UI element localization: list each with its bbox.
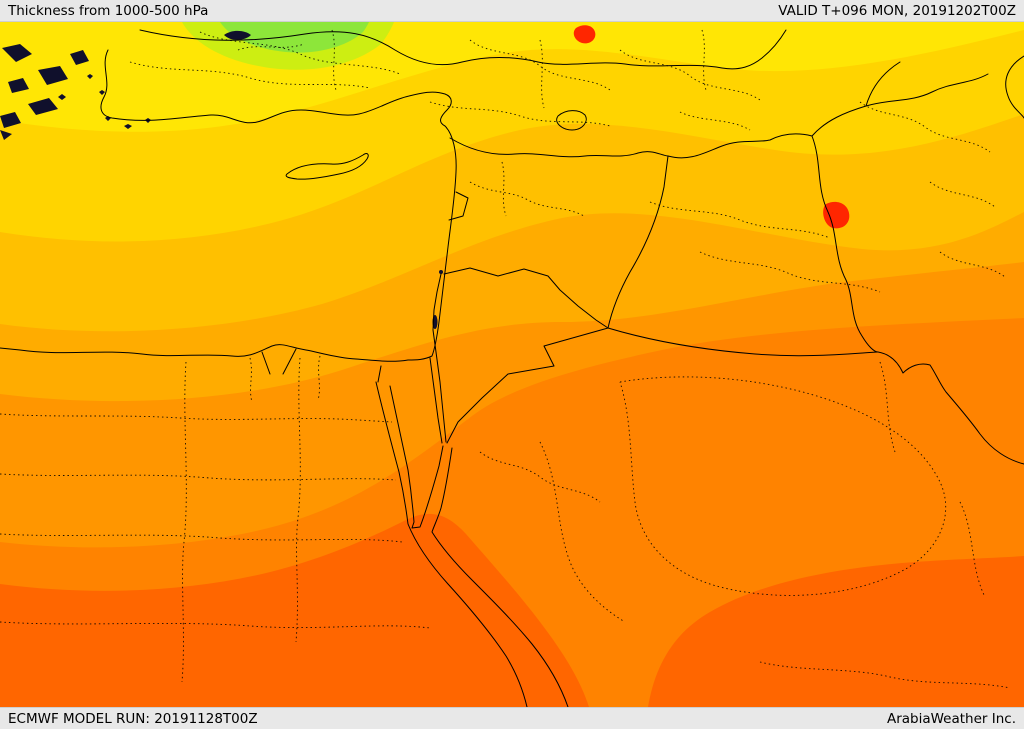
lake-van-outline [556,110,587,131]
header-bar: Thickness from 1000-500 hPa VALID T+096 … [0,0,1024,22]
model-run-label: ECMWF MODEL RUN: 20191128T00Z [8,710,258,727]
nile-delta-branches [261,348,297,375]
border-turkey-syria [449,133,813,159]
red-lakes-group [573,25,850,229]
lake-red-east [823,201,850,229]
map-canvas [0,22,1024,707]
band-red-orange-southeast [648,556,1024,707]
border-jordan-north [443,267,609,329]
admin-boundaries-saudi [479,361,1011,689]
border-jordan-saudi [446,327,609,444]
country-borders-group [0,29,1024,707]
border-iraq-saudi [607,327,879,357]
map-title: Thickness from 1000-500 hPa [8,2,209,19]
admin-boundaries-egypt [0,355,431,683]
border-caucasus-b [865,61,901,107]
border-lebanon [448,191,469,221]
band-red-orange-southwest [0,513,589,707]
admin-boundaries-turkey [129,29,761,131]
border-iran [811,135,879,353]
coastline-red-sea-west [375,381,528,707]
coastline-black-sea [139,29,787,70]
border-israel-jordan [432,273,447,443]
coastline-persian-gulf [877,351,1024,465]
coastline-mediterranean [0,49,457,362]
admin-boundaries-syria-iraq [469,161,881,293]
island-cyprus [285,153,369,180]
coastline-sinai [389,385,444,529]
sea-of-galilee [439,270,443,274]
footer-bar: ECMWF MODEL RUN: 20191128T00Z ArabiaWeat… [0,707,1024,729]
lake-red-north [573,25,596,44]
border-egypt-israel [429,357,443,444]
weather-map [0,22,1024,707]
band-green [220,22,369,53]
brand-label: ArabiaWeather Inc. [886,710,1016,727]
admin-boundaries-northeast [859,101,1006,278]
valid-time-label: VALID T+096 MON, 20191202T00Z [778,2,1016,19]
border-caucasus-a [811,73,989,137]
admin-borders-group [0,29,1011,689]
coastline-caspian [1005,55,1024,119]
border-syria-iraq [607,155,669,329]
suez-canal [377,365,382,383]
coastline-red-sea-east [431,447,569,707]
